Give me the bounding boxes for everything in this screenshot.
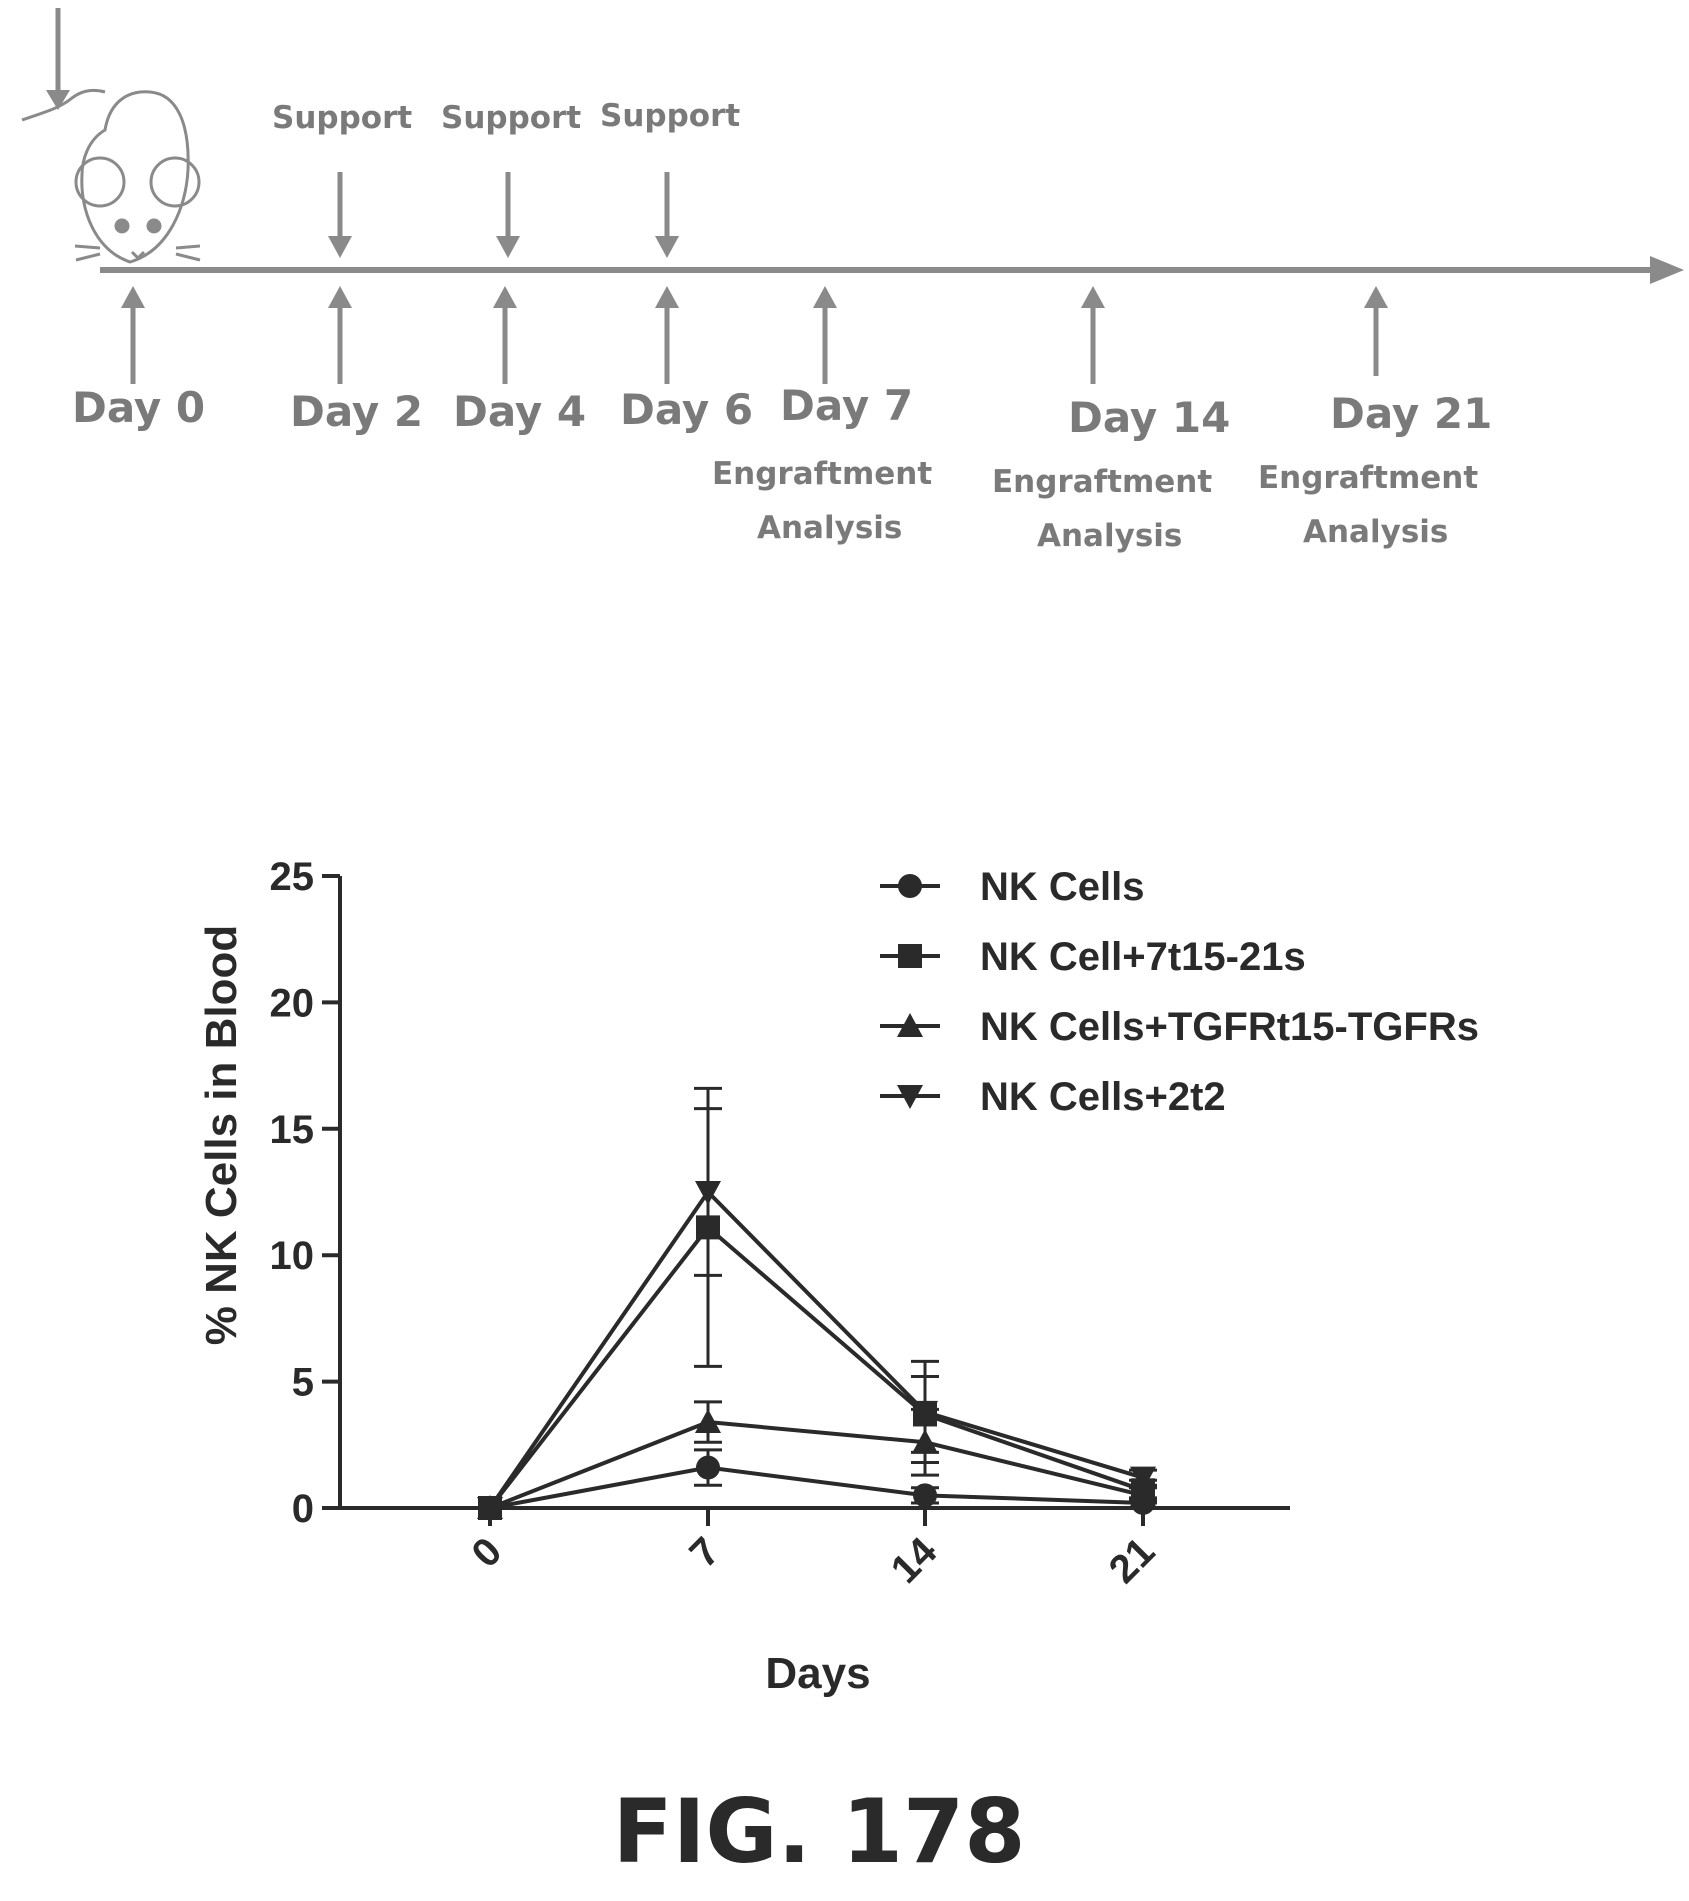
series-line — [490, 1468, 1143, 1508]
series-line — [490, 1422, 1143, 1508]
legend-entry: NK Cells+TGFRt15-TGFRs — [880, 1005, 1479, 1049]
support-label-day2: Support — [272, 100, 412, 136]
day-arrow-icon — [493, 286, 517, 384]
y-tick-label: 5 — [292, 1361, 314, 1405]
mouse-icon — [22, 90, 200, 262]
day-label-14: Day 14 — [1068, 393, 1230, 442]
legend-label: NK Cells+2t2 — [980, 1075, 1226, 1119]
day-label-21: Day 21 — [1330, 389, 1492, 438]
support-arrow-icon — [496, 172, 520, 258]
x-tick-label: 21 — [1101, 1529, 1164, 1592]
series-line — [490, 1192, 1143, 1508]
series-markers — [477, 1181, 1156, 1521]
legend-marker — [898, 874, 922, 898]
day-arrow-icon — [813, 286, 837, 384]
day-label-7: Day 7 — [780, 381, 913, 430]
legend-entry: NK Cells+2t2 — [880, 1075, 1226, 1119]
y-tick-label: 15 — [270, 1108, 315, 1152]
day-label-6: Day 6 — [620, 385, 753, 434]
support-label-day6: Support — [600, 98, 740, 134]
analysis-note-day14-line2: Analysis — [1037, 518, 1182, 554]
analysis-note-day7-line1: Engraftment — [712, 456, 932, 492]
day-arrow-icon — [121, 286, 145, 384]
day-arrow-icon — [1081, 286, 1105, 384]
injection-arrow-icon — [46, 8, 70, 110]
x-axis-ticks: 0 7 14 21 — [464, 1508, 1164, 1592]
day-label-4: Day 4 — [453, 387, 586, 436]
legend-marker — [898, 944, 922, 968]
support-arrows — [328, 172, 679, 258]
y-tick-label: 0 — [292, 1487, 314, 1531]
support-label-day4: Support — [441, 100, 581, 136]
timeline-axis — [100, 256, 1684, 284]
legend-entry: NK Cells — [880, 865, 1145, 909]
y-axis-title: % NK Cells in Blood — [197, 925, 246, 1345]
analysis-note-day7-line2: Analysis — [757, 510, 902, 546]
series-lines — [490, 1192, 1143, 1508]
analysis-note-day21-line1: Engraftment — [1258, 460, 1478, 496]
nk-cells-line-chart: 0 5 10 15 20 25 0 7 14 21 NK Cells NK Cell+7t15-2… — [197, 855, 1479, 1698]
y-tick-label: 25 — [270, 855, 315, 899]
day-arrows — [121, 286, 1388, 384]
data-point — [696, 1215, 720, 1239]
timeline-diagram: Support Support Support Day 0 Day 2 Day … — [22, 8, 1684, 554]
day-label-2: Day 2 — [290, 387, 423, 436]
analysis-note-day21-line2: Analysis — [1303, 514, 1448, 550]
data-point — [913, 1483, 937, 1507]
figure-label: FIG. 178 — [613, 1780, 1026, 1883]
day-label-0: Day 0 — [72, 383, 205, 432]
x-tick-label: 14 — [883, 1529, 946, 1592]
support-arrow-icon — [328, 172, 352, 258]
y-tick-label: 10 — [270, 1234, 315, 1278]
x-tick-label: 7 — [682, 1529, 729, 1576]
analysis-note-day14-line1: Engraftment — [992, 464, 1212, 500]
y-axis-ticks: 0 5 10 15 20 25 — [270, 855, 341, 1531]
data-point — [696, 1456, 720, 1480]
legend: NK Cells NK Cell+7t15-21s NK Cells+TGFRt15… — [880, 865, 1479, 1119]
legend-label: NK Cell+7t15-21s — [980, 935, 1306, 979]
legend-label: NK Cells+TGFRt15-TGFRs — [980, 1005, 1479, 1049]
legend-label: NK Cells — [980, 865, 1145, 909]
day-arrow-icon — [1364, 286, 1388, 376]
day-arrow-icon — [328, 286, 352, 384]
legend-entry: NK Cell+7t15-21s — [880, 935, 1306, 979]
x-axis-title: Days — [765, 1649, 870, 1698]
x-tick-label: 0 — [464, 1529, 511, 1576]
support-arrow-icon — [655, 172, 679, 258]
day-arrow-icon — [655, 286, 679, 384]
y-tick-label: 20 — [270, 981, 315, 1025]
